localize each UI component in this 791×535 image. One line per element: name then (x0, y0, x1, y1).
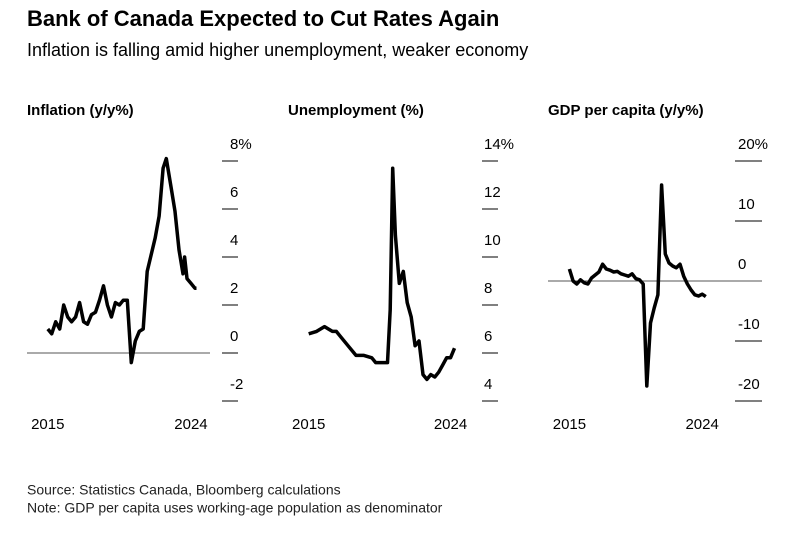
y-tick-label: 8 (484, 280, 492, 297)
data-line (567, 183, 707, 388)
y-tick-label: 6 (484, 328, 492, 345)
y-tick-label: 4 (230, 232, 238, 249)
y-tick-label: 20% (738, 136, 768, 153)
y-tick-label: 10 (484, 232, 501, 249)
y-tick-label: 4 (484, 376, 492, 393)
x-tick-label: 2024 (174, 416, 207, 433)
y-tick-label: 10 (738, 196, 755, 213)
x-tick-label: 2015 (31, 416, 64, 433)
y-tick-label: -20 (738, 376, 760, 393)
panel-title: Inflation (y/y%) (27, 102, 134, 119)
x-tick-label: 2024 (685, 416, 718, 433)
data-line (46, 156, 197, 365)
note: Note: GDP per capita uses working-age po… (27, 500, 443, 516)
y-tick-label: 8% (230, 136, 252, 153)
panel-title: Unemployment (%) (288, 102, 424, 119)
y-tick-label: 2 (230, 280, 238, 297)
panel-title: GDP per capita (y/y%) (548, 102, 704, 119)
data-line (308, 166, 457, 382)
chart-title: Bank of Canada Expected to Cut Rates Aga… (27, 6, 499, 31)
source: Source: Statistics Canada, Bloomberg cal… (27, 482, 341, 498)
x-tick-label: 2015 (553, 416, 586, 433)
y-tick-label: 14% (484, 136, 514, 153)
y-tick-label: -10 (738, 316, 760, 333)
y-tick-label: 12 (484, 184, 501, 201)
x-tick-label: 2024 (434, 416, 467, 433)
y-tick-label: 0 (738, 256, 746, 273)
chart-subtitle: Inflation is falling amid higher unemplo… (27, 40, 528, 60)
x-tick-label: 2015 (292, 416, 325, 433)
y-tick-label: -2 (230, 376, 243, 393)
y-tick-label: 6 (230, 184, 238, 201)
y-tick-label: 0 (230, 328, 238, 345)
